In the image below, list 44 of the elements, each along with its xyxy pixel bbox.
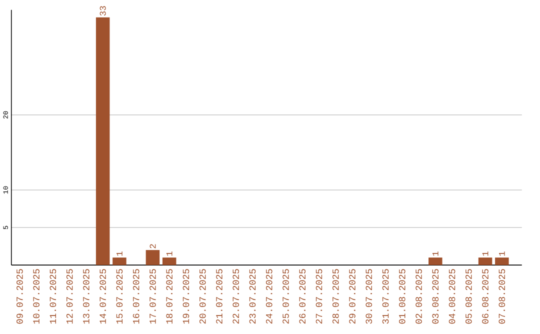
x-tick-label: 13.07.2025 — [83, 269, 90, 324]
x-tick-label: 03.08.2025 — [432, 269, 439, 324]
data-label: 2 — [150, 244, 156, 248]
x-tick-label: 16.07.2025 — [132, 269, 140, 324]
x-tick-label: 27.07.2025 — [316, 269, 322, 324]
x-tick-label: 14.07.2025 — [100, 269, 106, 324]
x-tick-label: 07.08.2025 — [498, 269, 506, 324]
x-tick-label: 17.07.2025 — [150, 269, 156, 324]
x-tick-label: 23.07.2025 — [249, 269, 256, 324]
x-tick-label: 19.07.2025 — [182, 269, 190, 324]
x-tick-label: 31.07.2025 — [382, 269, 389, 324]
data-label: 33 — [100, 6, 106, 16]
data-label: 1 — [432, 252, 438, 256]
x-tick-label: 10.07.2025 — [33, 269, 40, 324]
x-tick-label: 18.07.2025 — [166, 269, 172, 324]
bar — [478, 258, 492, 266]
x-tick-label: 29.07.2025 — [349, 269, 356, 324]
bar — [96, 17, 110, 266]
x-tick-label: 01.08.2025 — [398, 269, 406, 324]
data-label: 1 — [499, 252, 505, 256]
x-tick-label: 26.07.2025 — [299, 269, 306, 324]
bar — [162, 258, 176, 266]
x-tick-label: 30.07.2025 — [366, 269, 372, 324]
x-tick-label: 22.07.2025 — [232, 269, 240, 324]
x-tick-label: 25.07.2025 — [282, 269, 289, 324]
x-tick-label: 09.07.2025 — [16, 269, 23, 324]
x-tick-label: 20.07.2025 — [199, 269, 206, 324]
data-label: 1 — [166, 252, 172, 256]
data-label: 1 — [482, 252, 488, 256]
x-tick-label: 28.07.2025 — [332, 269, 339, 324]
bar — [495, 258, 509, 266]
x-tick-label: 02.08.2025 — [416, 269, 422, 324]
x-tick-label: 21.07.2025 — [216, 269, 222, 324]
bar — [112, 258, 126, 266]
x-tick-label: 06.08.2025 — [482, 269, 488, 324]
x-tick-label: 05.08.2025 — [466, 269, 472, 324]
bar — [146, 250, 160, 266]
bar — [428, 258, 442, 266]
x-tick-label: 24.07.2025 — [266, 269, 272, 324]
data-label: 1 — [116, 252, 122, 256]
x-tick-label: 12.07.2025 — [66, 269, 73, 324]
x-tick-label: 04.08.2025 — [448, 269, 456, 324]
x-tick-label: 11.07.2025 — [50, 269, 56, 324]
x-tick-label: 15.07.2025 — [116, 269, 123, 324]
